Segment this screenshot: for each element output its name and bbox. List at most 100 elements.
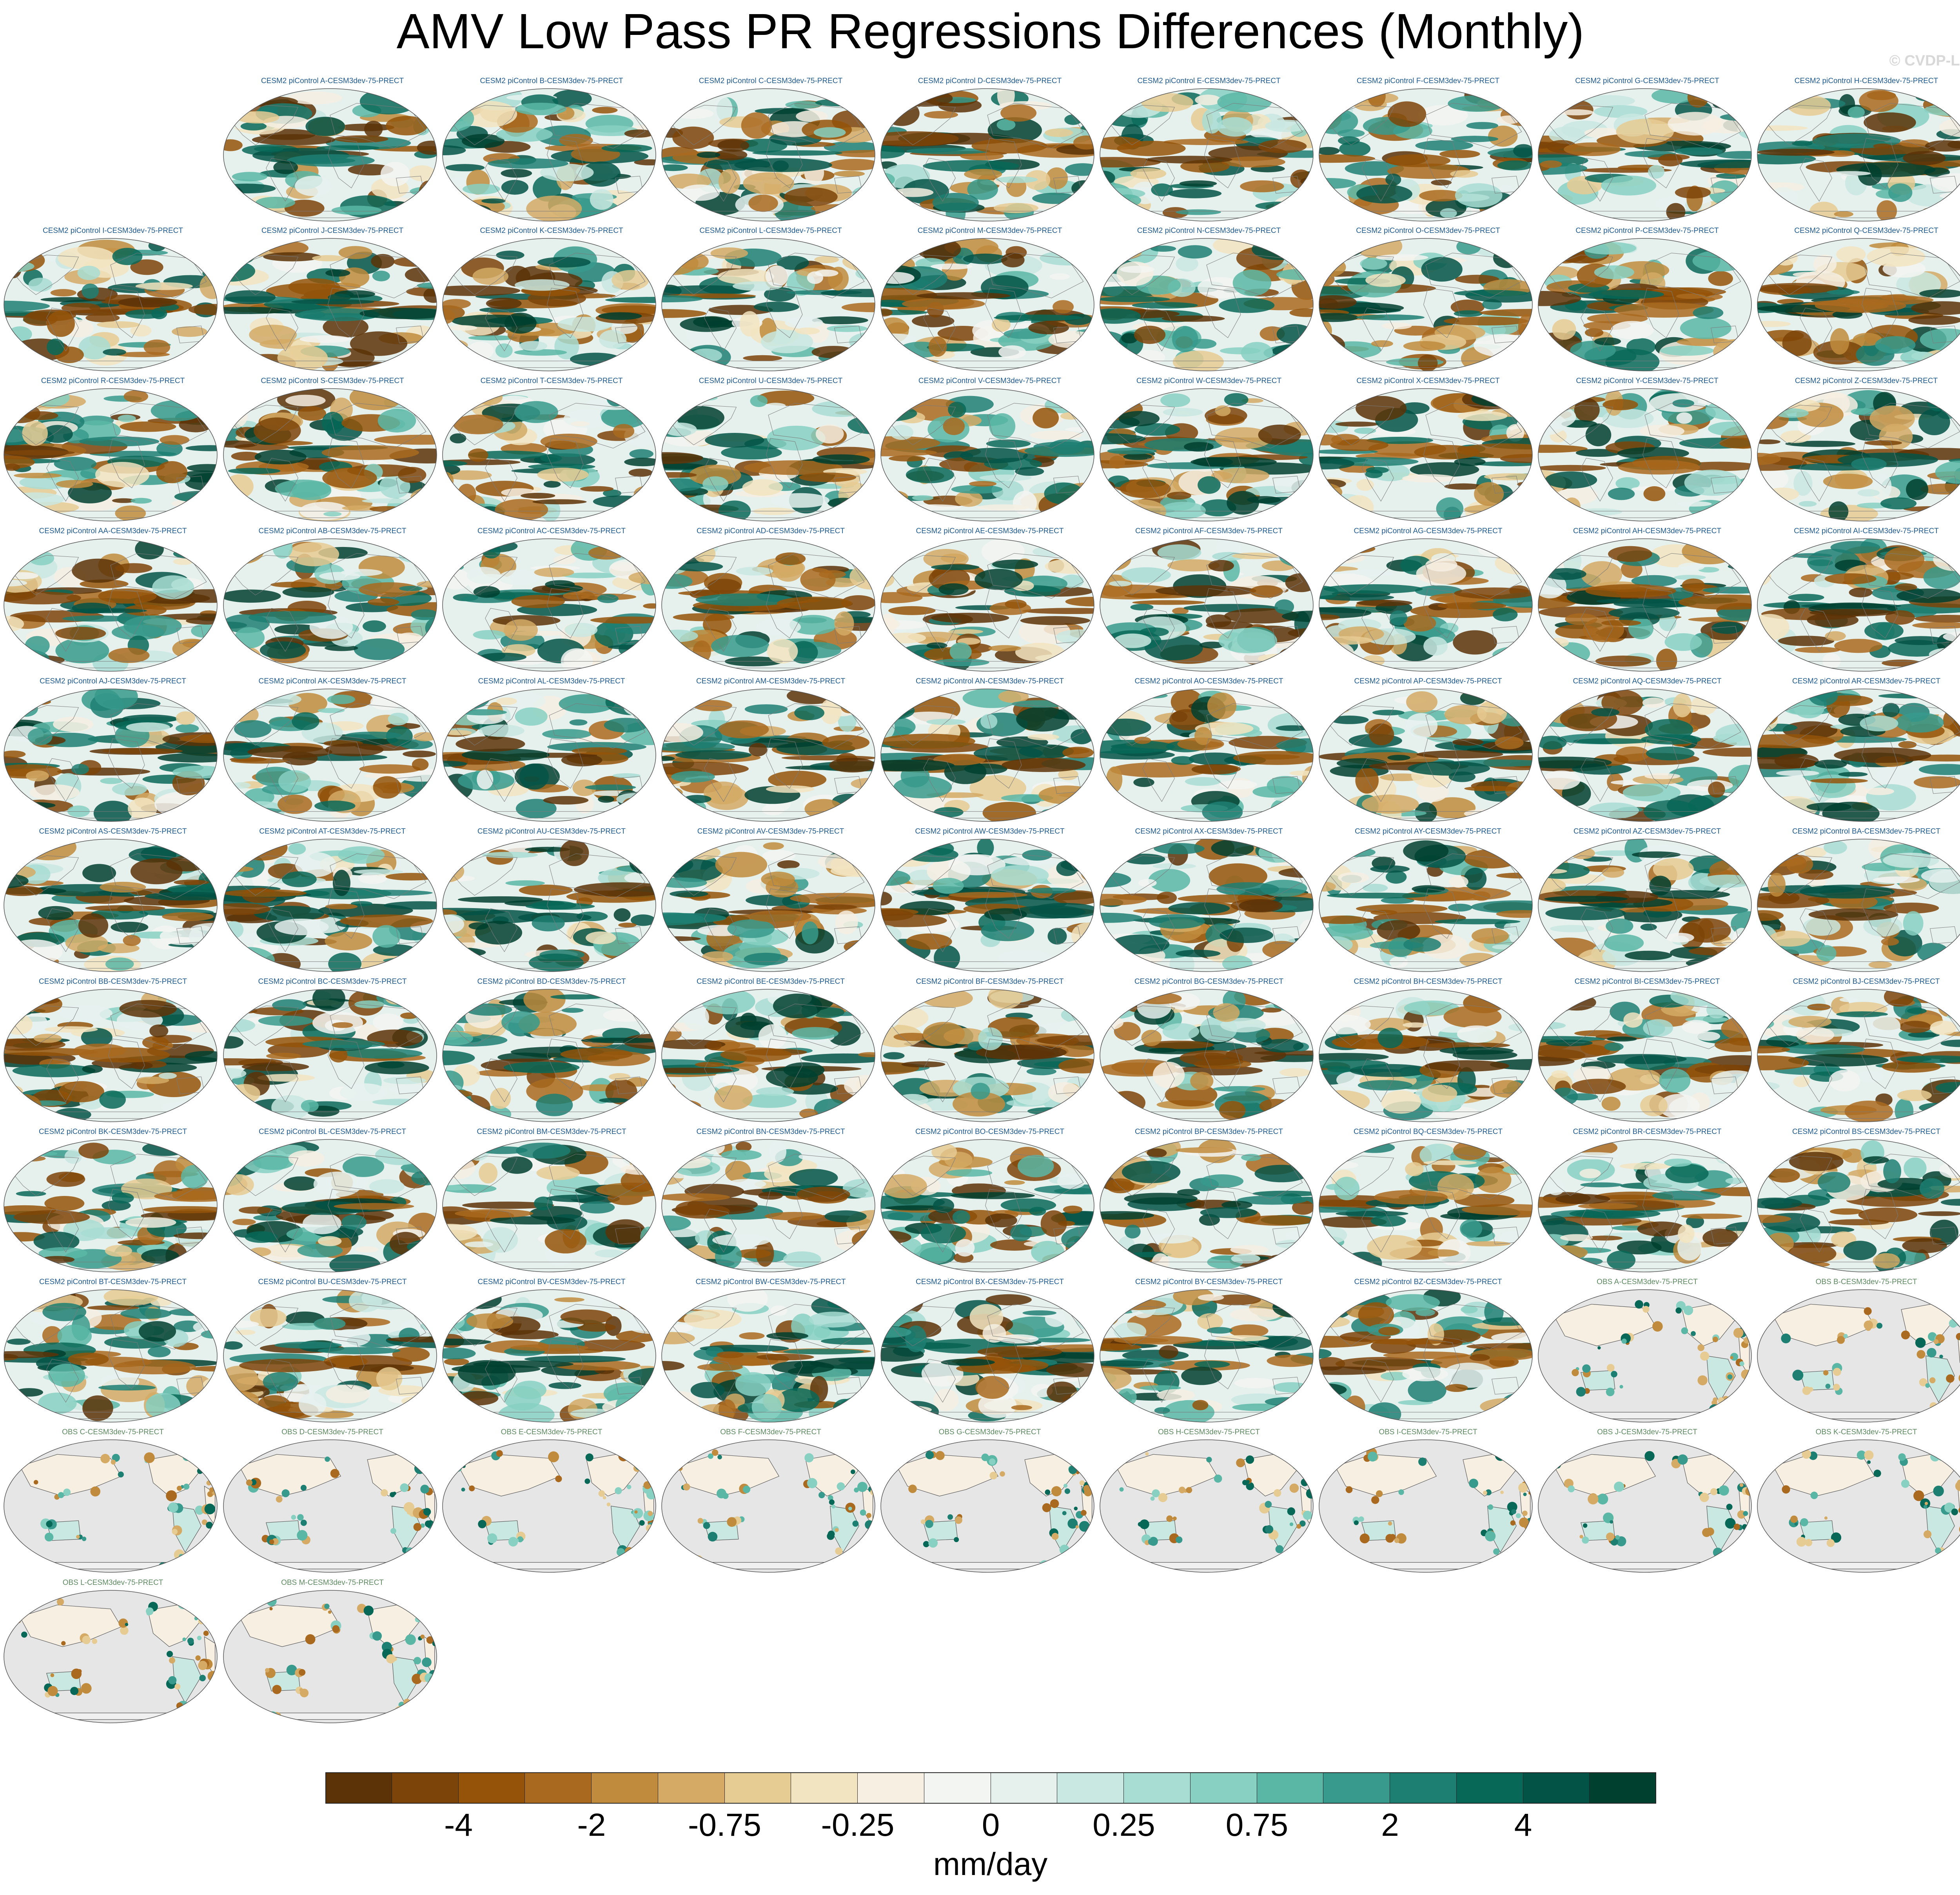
map-panel: OBS F-CESM3dev-75-PRECT — [661, 1426, 880, 1575]
coastline — [1361, 608, 1394, 652]
coastline — [1642, 588, 1679, 639]
panel-title: CESM2 piControl AZ-CESM3dev-75-PRECT — [1573, 827, 1721, 836]
coastline — [1800, 758, 1832, 802]
panel-title: CESM2 piControl BD-CESM3dev-75-PRECT — [477, 977, 626, 986]
coastline — [1543, 105, 1613, 145]
colorbar-box — [1057, 1772, 1124, 1804]
coastline — [46, 1208, 79, 1253]
robinson-map — [880, 1289, 1094, 1423]
panel-title: CESM2 piControl O-CESM3dev-75-PRECT — [1356, 227, 1500, 235]
map-panel: CESM2 piControl N-CESM3dev-75-PRECT — [1099, 225, 1319, 374]
map-border — [4, 1289, 218, 1423]
coastline — [447, 1306, 518, 1346]
robinson-map — [4, 388, 218, 521]
panel-title: CESM2 piControl AO-CESM3dev-75-PRECT — [1134, 677, 1283, 685]
coastline — [766, 1189, 803, 1239]
coastline — [1324, 1156, 1394, 1196]
coastline — [1862, 1039, 1898, 1089]
map-panel: OBS K-CESM3dev-75-PRECT — [1757, 1426, 1960, 1575]
coastline — [266, 1058, 298, 1103]
panel-title: CESM2 piControl AV-CESM3dev-75-PRECT — [697, 827, 844, 836]
map-panel: CESM2 piControl BL-CESM3dev-75-PRECT — [223, 1126, 442, 1275]
panel-title: CESM2 piControl E-CESM3dev-75-PRECT — [1137, 77, 1281, 85]
robinson-map — [4, 238, 218, 371]
colorbar-units: mm/day — [933, 1846, 1048, 1882]
panel-title: CESM2 piControl BG-CESM3dev-75-PRECT — [1134, 977, 1284, 986]
regression-field — [1538, 989, 1751, 1122]
coastline — [923, 458, 956, 502]
panel-title: CESM2 piControl AJ-CESM3dev-75-PRECT — [40, 677, 186, 685]
robinson-map — [1319, 689, 1533, 822]
coastline — [1862, 588, 1898, 639]
panel-title: CESM2 piControl AW-CESM3dev-75-PRECT — [915, 827, 1065, 836]
coastline — [328, 738, 365, 789]
map-panel: OBS B-CESM3dev-75-PRECT — [1757, 1276, 1960, 1425]
regression-field — [1757, 839, 1960, 972]
coastline — [768, 253, 865, 298]
panel-title: CESM2 piControl AA-CESM3dev-75-PRECT — [39, 527, 187, 535]
map-border — [1538, 839, 1752, 972]
panel-title: OBS B-CESM3dev-75-PRECT — [1815, 1278, 1917, 1286]
coastline — [447, 1005, 518, 1046]
coastline — [1644, 553, 1741, 599]
panel-grid: CESM2 piControl A-CESM3dev-75-PRECT CESM2… — [4, 75, 1960, 1723]
map-panel: CESM2 piControl BP-CESM3dev-75-PRECT — [1099, 1126, 1319, 1275]
coastline — [328, 288, 365, 338]
coastline — [1644, 853, 1741, 899]
panel-title: CESM2 piControl G-CESM3dev-75-PRECT — [1575, 77, 1719, 85]
regression-field — [4, 989, 217, 1122]
coastline — [328, 138, 365, 189]
map-panel: CESM2 piControl BF-CESM3dev-75-PRECT — [880, 976, 1100, 1125]
coastline — [886, 855, 956, 896]
map-panel: CESM2 piControl BM-CESM3dev-75-PRECT — [442, 1126, 661, 1275]
coastline — [1204, 138, 1241, 189]
map-panel: CESM2 piControl W-CESM3dev-75-PRECT — [1099, 375, 1319, 524]
coastline — [766, 438, 803, 489]
map-panel: CESM2 piControl BH-CESM3dev-75-PRECT — [1318, 976, 1538, 1125]
panel-title: CESM2 piControl L-CESM3dev-75-PRECT — [699, 227, 842, 235]
map-border — [223, 839, 437, 972]
map-border — [1538, 1439, 1752, 1573]
map-border — [880, 88, 1094, 222]
robinson-map — [442, 989, 656, 1122]
coastline — [9, 1306, 79, 1346]
panel-title: CESM2 piControl BB-CESM3dev-75-PRECT — [38, 977, 187, 986]
panel-title: OBS I-CESM3dev-75-PRECT — [1379, 1428, 1477, 1436]
colorbar-box — [1323, 1772, 1390, 1804]
regression-field — [662, 238, 875, 371]
panel-title: CESM2 piControl BI-CESM3dev-75-PRECT — [1574, 977, 1720, 986]
coastline — [9, 1156, 79, 1196]
regression-field — [881, 89, 1094, 221]
watermark: © CVDP-LE — [1889, 53, 1960, 69]
regression-field — [1757, 238, 1960, 371]
coastline — [1142, 758, 1175, 802]
robinson-map — [1319, 989, 1533, 1122]
robinson-map — [1538, 538, 1752, 672]
map-border — [661, 689, 875, 822]
coastline — [704, 158, 737, 202]
panel-title: CESM2 piControl BN-CESM3dev-75-PRECT — [696, 1128, 845, 1136]
coastline — [1762, 1005, 1833, 1046]
robinson-map — [223, 1590, 437, 1723]
map-panel: CESM2 piControl AX-CESM3dev-75-PRECT — [1099, 826, 1319, 975]
panel-title: CESM2 piControl BF-CESM3dev-75-PRECT — [916, 977, 1064, 986]
colorbar-frame — [325, 1772, 1656, 1804]
coastline — [1423, 138, 1460, 189]
robinson-map — [661, 238, 875, 371]
coastline — [228, 1156, 299, 1196]
obs-land-field — [4, 1590, 217, 1723]
panel-title: OBS E-CESM3dev-75-PRECT — [501, 1428, 603, 1436]
coastline — [1142, 458, 1175, 502]
robinson-map — [4, 989, 218, 1122]
coastline — [330, 103, 426, 149]
coastline — [1142, 1058, 1175, 1103]
coastline — [1361, 758, 1394, 802]
map-border — [4, 538, 218, 672]
map-panel: CESM2 piControl J-CESM3dev-75-PRECT — [223, 225, 442, 374]
coastline — [228, 1306, 299, 1346]
map-border — [880, 1289, 1094, 1423]
coastline — [266, 158, 298, 202]
coastline — [547, 1189, 584, 1239]
map-border — [4, 689, 218, 822]
map-panel: CESM2 piControl E-CESM3dev-75-PRECT — [1099, 75, 1319, 224]
